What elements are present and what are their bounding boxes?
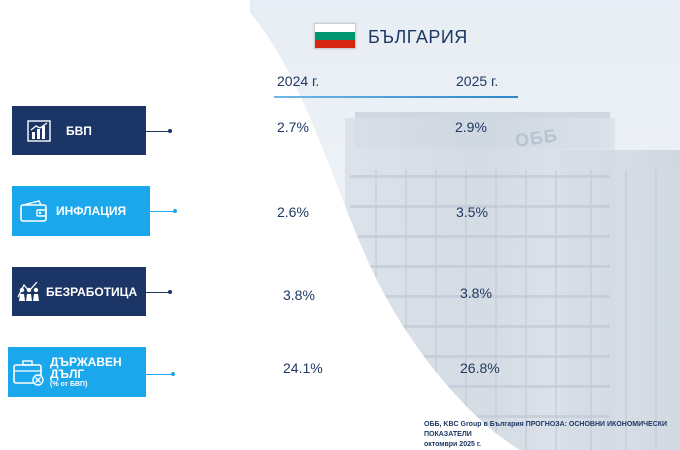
connector-line — [146, 292, 169, 293]
indicator-unemployment-label: БЕЗРАБОТИЦА — [46, 284, 138, 299]
source-note: ОББ, KBC Group в България ПРОГНОЗА: ОСНО… — [424, 420, 679, 450]
source-note-line1: ОББ, KBC Group в България ПРОГНОЗА: ОСНО… — [424, 421, 668, 428]
indicator-debt-box: ДЪРЖАВЕН ДЪЛГ (% от БВП) — [8, 347, 146, 397]
connector-dot — [171, 372, 175, 376]
gdp-value-2025: 2.9% — [455, 119, 487, 135]
inflation-value-2025: 3.5% — [456, 204, 488, 220]
connector-dot — [168, 290, 172, 294]
year-underline — [274, 96, 518, 98]
gdp-value-2024: 2.7% — [277, 119, 309, 135]
debt-value-2025: 26.8% — [460, 360, 500, 376]
indicator-debt-label-line1: ДЪРЖАВЕН — [50, 354, 122, 369]
indicator-gdp-label: БВП — [66, 123, 92, 138]
inflation-value-2024: 2.6% — [277, 204, 309, 220]
briefcase-icon — [10, 358, 46, 386]
connector-line — [146, 131, 169, 132]
indicator-gdp-box: БВП — [12, 106, 146, 155]
bulgaria-flag-icon — [314, 23, 356, 49]
connector-dot — [168, 129, 172, 133]
debt-value-2024: 24.1% — [283, 360, 323, 376]
connector-dot — [173, 209, 177, 213]
connector-line — [146, 374, 172, 375]
year-2024-header: 2024 г. — [277, 73, 320, 89]
indicator-inflation-label: ИНФЛАЦИЯ — [56, 204, 127, 218]
indicator-debt-label-line2: ДЪЛГ — [50, 366, 85, 381]
year-2025-header: 2025 г. — [456, 73, 499, 89]
indicator-unemployment-box: БЕЗРАБОТИЦА — [12, 267, 146, 316]
bar-chart-icon — [20, 119, 58, 142]
indicator-inflation-box: ИНФЛАЦИЯ — [12, 186, 150, 236]
connector-line — [150, 211, 174, 212]
people-chart-icon — [15, 281, 43, 303]
indicator-debt-sublabel: (% от БВП) — [50, 380, 88, 388]
source-note-line2: ПОКАЗАТЕЛИ — [424, 431, 472, 438]
unemployment-value-2024: 3.8% — [283, 287, 315, 303]
source-note-line3: октомври 2025 г. — [424, 441, 481, 448]
wallet-icon — [16, 199, 52, 223]
unemployment-value-2025: 3.8% — [460, 285, 492, 301]
country-title: БЪЛГАРИЯ — [368, 27, 468, 47]
